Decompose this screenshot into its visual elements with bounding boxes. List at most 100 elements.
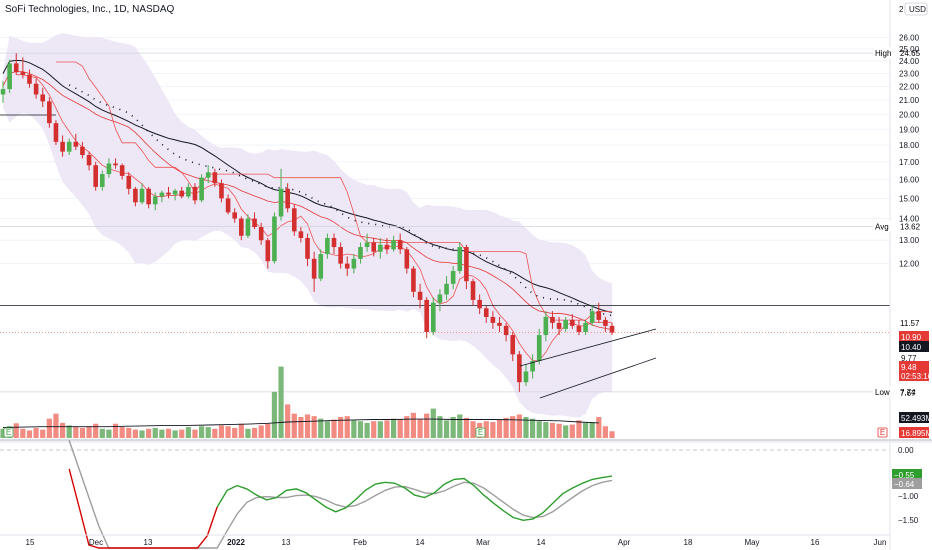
price-levels [0,52,890,393]
candles [0,53,615,392]
chart-title: SoFi Technologies, Inc., 1D, NASDAQ [5,4,175,15]
volume-bar [258,425,264,438]
candle [265,240,271,262]
candle [252,218,257,228]
volume-bar [609,431,615,438]
trendline-lower[interactable] [539,357,657,399]
volume-bar [199,426,205,438]
moving-average-red [2,71,613,331]
macd-line [68,468,218,549]
candle [13,63,19,73]
volume-bar [582,422,589,438]
volume-bar [73,427,79,438]
volume-bar [530,418,536,438]
price-tick: 12.00 [899,260,920,269]
volume-bar [46,418,52,438]
candle [437,294,443,303]
earnings-icon: E [6,428,11,437]
price-tick: 18.00 [899,141,920,150]
volume-bar [126,427,132,438]
volume-bar [311,416,317,438]
macd-tag [892,469,922,480]
candle [576,325,582,332]
candle [556,322,562,329]
candle [411,268,416,292]
candle [417,291,423,300]
volume-bar [79,427,86,438]
donchian-upper [55,61,613,321]
volume-bar [0,428,6,438]
volume-bar [53,413,59,438]
candle [477,299,482,309]
volume-bar [483,421,489,438]
volume-bar [298,417,304,438]
trendline-upper[interactable] [519,328,657,367]
candle [351,258,357,269]
candle [219,183,224,199]
earnings-marker-2[interactable]: E [475,427,486,438]
candle [536,335,542,362]
volume-bar [146,428,152,438]
volume-bar [26,430,33,438]
time-tick: Feb [353,538,367,547]
candle [258,227,264,241]
candle [133,188,138,203]
candle [225,198,231,213]
candle [450,271,456,284]
candle [464,247,469,282]
volume-ma-tag-box [899,412,929,423]
time-tick: Mar [476,538,490,547]
time-tick: 18 [684,538,693,547]
volume-bar [106,429,112,438]
volume-bar [139,430,145,438]
time-tick: Apr [618,538,631,547]
volume-bar [450,417,456,438]
moving-average-50 [2,59,613,313]
time-tick: 2022 [227,538,245,547]
volume-bar [20,428,26,438]
level-tag-box [899,341,929,352]
ma-tag-box [899,352,929,363]
candle [523,371,529,383]
earnings-marker-1[interactable]: E [3,427,14,438]
avg-label: Avg [875,223,889,232]
macd-line-green [216,475,613,522]
price-axis[interactable]: 26.00 25.00 24.00 23.00 22.00 21.00 20.00 19.00… [899,2,928,269]
candle [503,325,509,336]
volume-bar [238,423,244,438]
time-axis[interactable]: 15 Dec 13 2022 13 Feb 14 Mar 14 Apr 18 May 16 Jun [26,538,887,547]
earnings-marker-future[interactable]: E [877,427,888,438]
volume-bar [569,424,575,438]
macd-axis[interactable]: 0.00−0.50−1.00−1.50−0.55−0.64 [892,446,922,525]
volume-bar [338,417,344,438]
candle [305,237,310,259]
candle [583,322,588,332]
volume-bar [503,417,509,438]
candle [20,72,26,75]
candle [27,74,32,84]
volume-bar [516,414,522,438]
volume-bar [417,419,423,438]
volume-bar [99,428,105,438]
volume-bar [132,429,138,438]
candle [113,163,118,166]
volume-bar [371,421,377,438]
volume-tag-box [899,427,929,438]
candle [550,316,555,323]
price-tick: 2 [899,5,904,14]
candle [530,361,535,372]
candle [245,218,251,236]
candle [239,218,244,236]
candle [431,302,436,332]
candle [80,146,85,155]
candle [291,208,297,232]
volume-bar [463,417,469,438]
earnings-icon: E [478,428,483,437]
volume-bar [410,412,417,438]
volume-bar [589,422,595,438]
volume-ma-tag: 52.493M [901,414,932,423]
volume-bar [304,414,311,438]
volume-bar [510,416,516,438]
